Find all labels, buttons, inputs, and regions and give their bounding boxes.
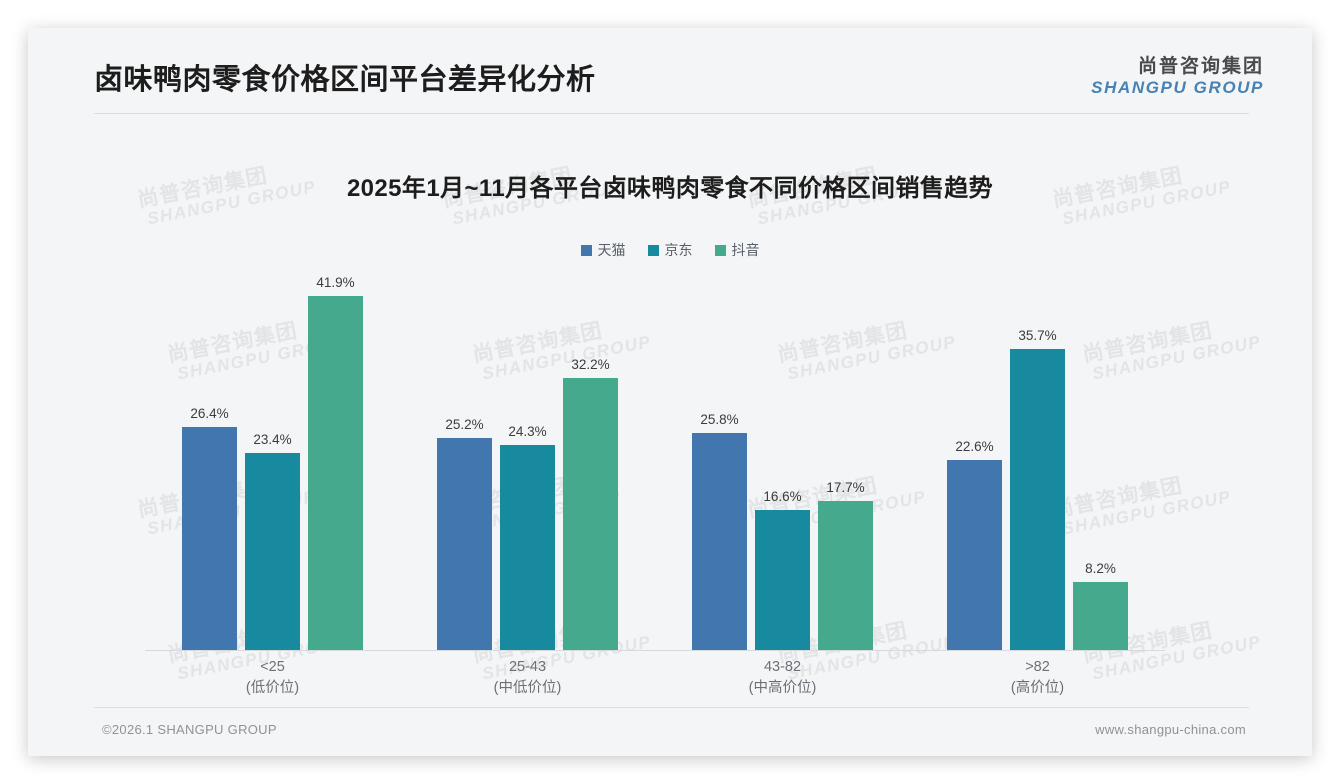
legend-item-抖音[interactable]: 抖音 — [714, 240, 760, 260]
legend-label: 抖音 — [731, 242, 760, 258]
bar-rect — [947, 459, 1002, 651]
bar-天猫-25-43[interactable]: 25.2% — [437, 270, 492, 651]
bar-天猫-43-82[interactable]: 25.8% — [692, 270, 747, 651]
x-tick-sublabel: (高价位) — [1010, 680, 1065, 697]
x-axis-labels: <25 (低价位) 25-43 (中低价位) 43-82 (中高价位) >82 (高价位) — [145, 657, 1165, 699]
footer-copyright: ©2026.1 SHANGPU GROUP — [102, 722, 277, 737]
bar-rect — [818, 501, 873, 651]
legend-label: 天猫 — [597, 242, 626, 258]
bar-value-label: 25.2% — [445, 416, 484, 432]
x-tick-label: 25-43 — [508, 659, 547, 675]
slide-header: 卤味鸭肉零食价格区间平台差异化分析 尚普咨询集团 SHANGPU GROUP — [28, 28, 1312, 120]
bar-rect — [1073, 581, 1128, 651]
legend-item-天猫[interactable]: 天猫 — [580, 240, 626, 260]
bar-京东-25-43[interactable]: 24.3% — [500, 270, 555, 651]
bar-value-label: 32.2% — [571, 357, 610, 373]
legend-swatch-icon — [647, 244, 659, 256]
bar-京东-43-82[interactable]: 16.6% — [755, 270, 810, 651]
bar-group-<25: 26.4% 23.4% 41.9% — [145, 270, 400, 651]
bar-rect — [500, 445, 555, 651]
legend-item-京东[interactable]: 京东 — [647, 240, 693, 260]
bar-value-label: 25.8% — [700, 411, 739, 427]
footer-website: www.shangpu-china.com — [1095, 722, 1246, 737]
bar-rect — [437, 437, 492, 651]
legend-label: 京东 — [664, 242, 693, 258]
slide-card: 尚普咨询集团 SHANGPU GROUP 尚普咨询集团 SHANGPU GROUP 尚普… — [28, 28, 1312, 756]
bar-天猫->82[interactable]: 22.6% — [947, 270, 1002, 651]
bar-value-label: 23.4% — [253, 431, 292, 447]
x-tick-label: 43-82 — [763, 659, 802, 675]
bar-value-label: 22.6% — [955, 438, 994, 454]
x-tick-label: <25 — [260, 659, 285, 675]
chart-title: 2025年1月~11月各平台卤味鸭肉零食不同价格区间销售趋势 — [346, 175, 994, 202]
bar-value-label: 8.2% — [1085, 560, 1116, 576]
bar-value-label: 26.4% — [190, 406, 229, 422]
bar-value-label: 17.7% — [826, 480, 865, 496]
bar-rect — [755, 510, 810, 651]
bar-value-label: 35.7% — [1018, 327, 1057, 343]
brand-logo-cn: 尚普咨询集团 — [1137, 56, 1264, 77]
bar-天猫-<25[interactable]: 26.4% — [182, 270, 237, 651]
bar-抖音->82[interactable]: 8.2% — [1073, 270, 1128, 651]
chart-legend: 天猫 京东 抖音 — [28, 240, 1312, 260]
bar-group-43-82: 25.8% 16.6% 17.7% — [655, 270, 910, 651]
bar-rect — [245, 452, 300, 651]
x-tick-<25: <25 (低价位) — [145, 657, 400, 699]
bar-rect — [563, 378, 618, 651]
chart-area: 2025年1月~11月各平台卤味鸭肉零食不同价格区间销售趋势 天猫 京东 抖音 26… — [28, 120, 1312, 708]
x-tick-sublabel: (中低价位) — [493, 680, 562, 697]
bar-rect — [182, 427, 237, 651]
footer-divider — [94, 707, 1249, 708]
bar-group->82: 22.6% 35.7% 8.2% — [910, 270, 1165, 651]
bar-rect — [1010, 348, 1065, 651]
bar-京东-<25[interactable]: 23.4% — [245, 270, 300, 651]
brand-logo-en: SHANGPU GROUP — [1091, 77, 1264, 97]
x-tick-sublabel: (低价位) — [245, 680, 300, 697]
bar-抖音-25-43[interactable]: 32.2% — [563, 270, 618, 651]
x-tick-label: >82 — [1025, 659, 1050, 675]
x-tick-43-82: 43-82 (中高价位) — [655, 657, 910, 699]
bar-value-label: 16.6% — [763, 489, 802, 505]
header-divider — [94, 113, 1249, 114]
x-tick-sublabel: (中高价位) — [748, 680, 817, 697]
x-tick->82: >82 (高价位) — [910, 657, 1165, 699]
page-title: 卤味鸭肉零食价格区间平台差异化分析 — [94, 64, 596, 96]
bar-rect — [692, 432, 747, 651]
bar-value-label: 24.3% — [508, 424, 547, 440]
bar-抖音-43-82[interactable]: 17.7% — [818, 270, 873, 651]
legend-swatch-icon — [714, 244, 726, 256]
x-tick-25-43: 25-43 (中低价位) — [400, 657, 655, 699]
x-axis-baseline — [145, 650, 1165, 651]
bar-group-25-43: 25.2% 24.3% 32.2% — [400, 270, 655, 651]
bar-rect — [308, 296, 363, 651]
chart-plot-area: 26.4% 23.4% 41.9% 25.2% 24.3% 32.2% 25.8% 16.6%… — [145, 270, 1165, 651]
bar-京东->82[interactable]: 35.7% — [1010, 270, 1065, 651]
bar-groups: 26.4% 23.4% 41.9% 25.2% 24.3% 32.2% 25.8% 16.6%… — [145, 270, 1165, 651]
brand-logo: 尚普咨询集团 SHANGPU GROUP — [1091, 56, 1264, 97]
legend-swatch-icon — [580, 244, 592, 256]
bar-抖音-<25[interactable]: 41.9% — [308, 270, 363, 651]
slide-footer: ©2026.1 SHANGPU GROUP www.shangpu-china.… — [28, 708, 1312, 756]
bar-value-label: 41.9% — [316, 275, 355, 291]
